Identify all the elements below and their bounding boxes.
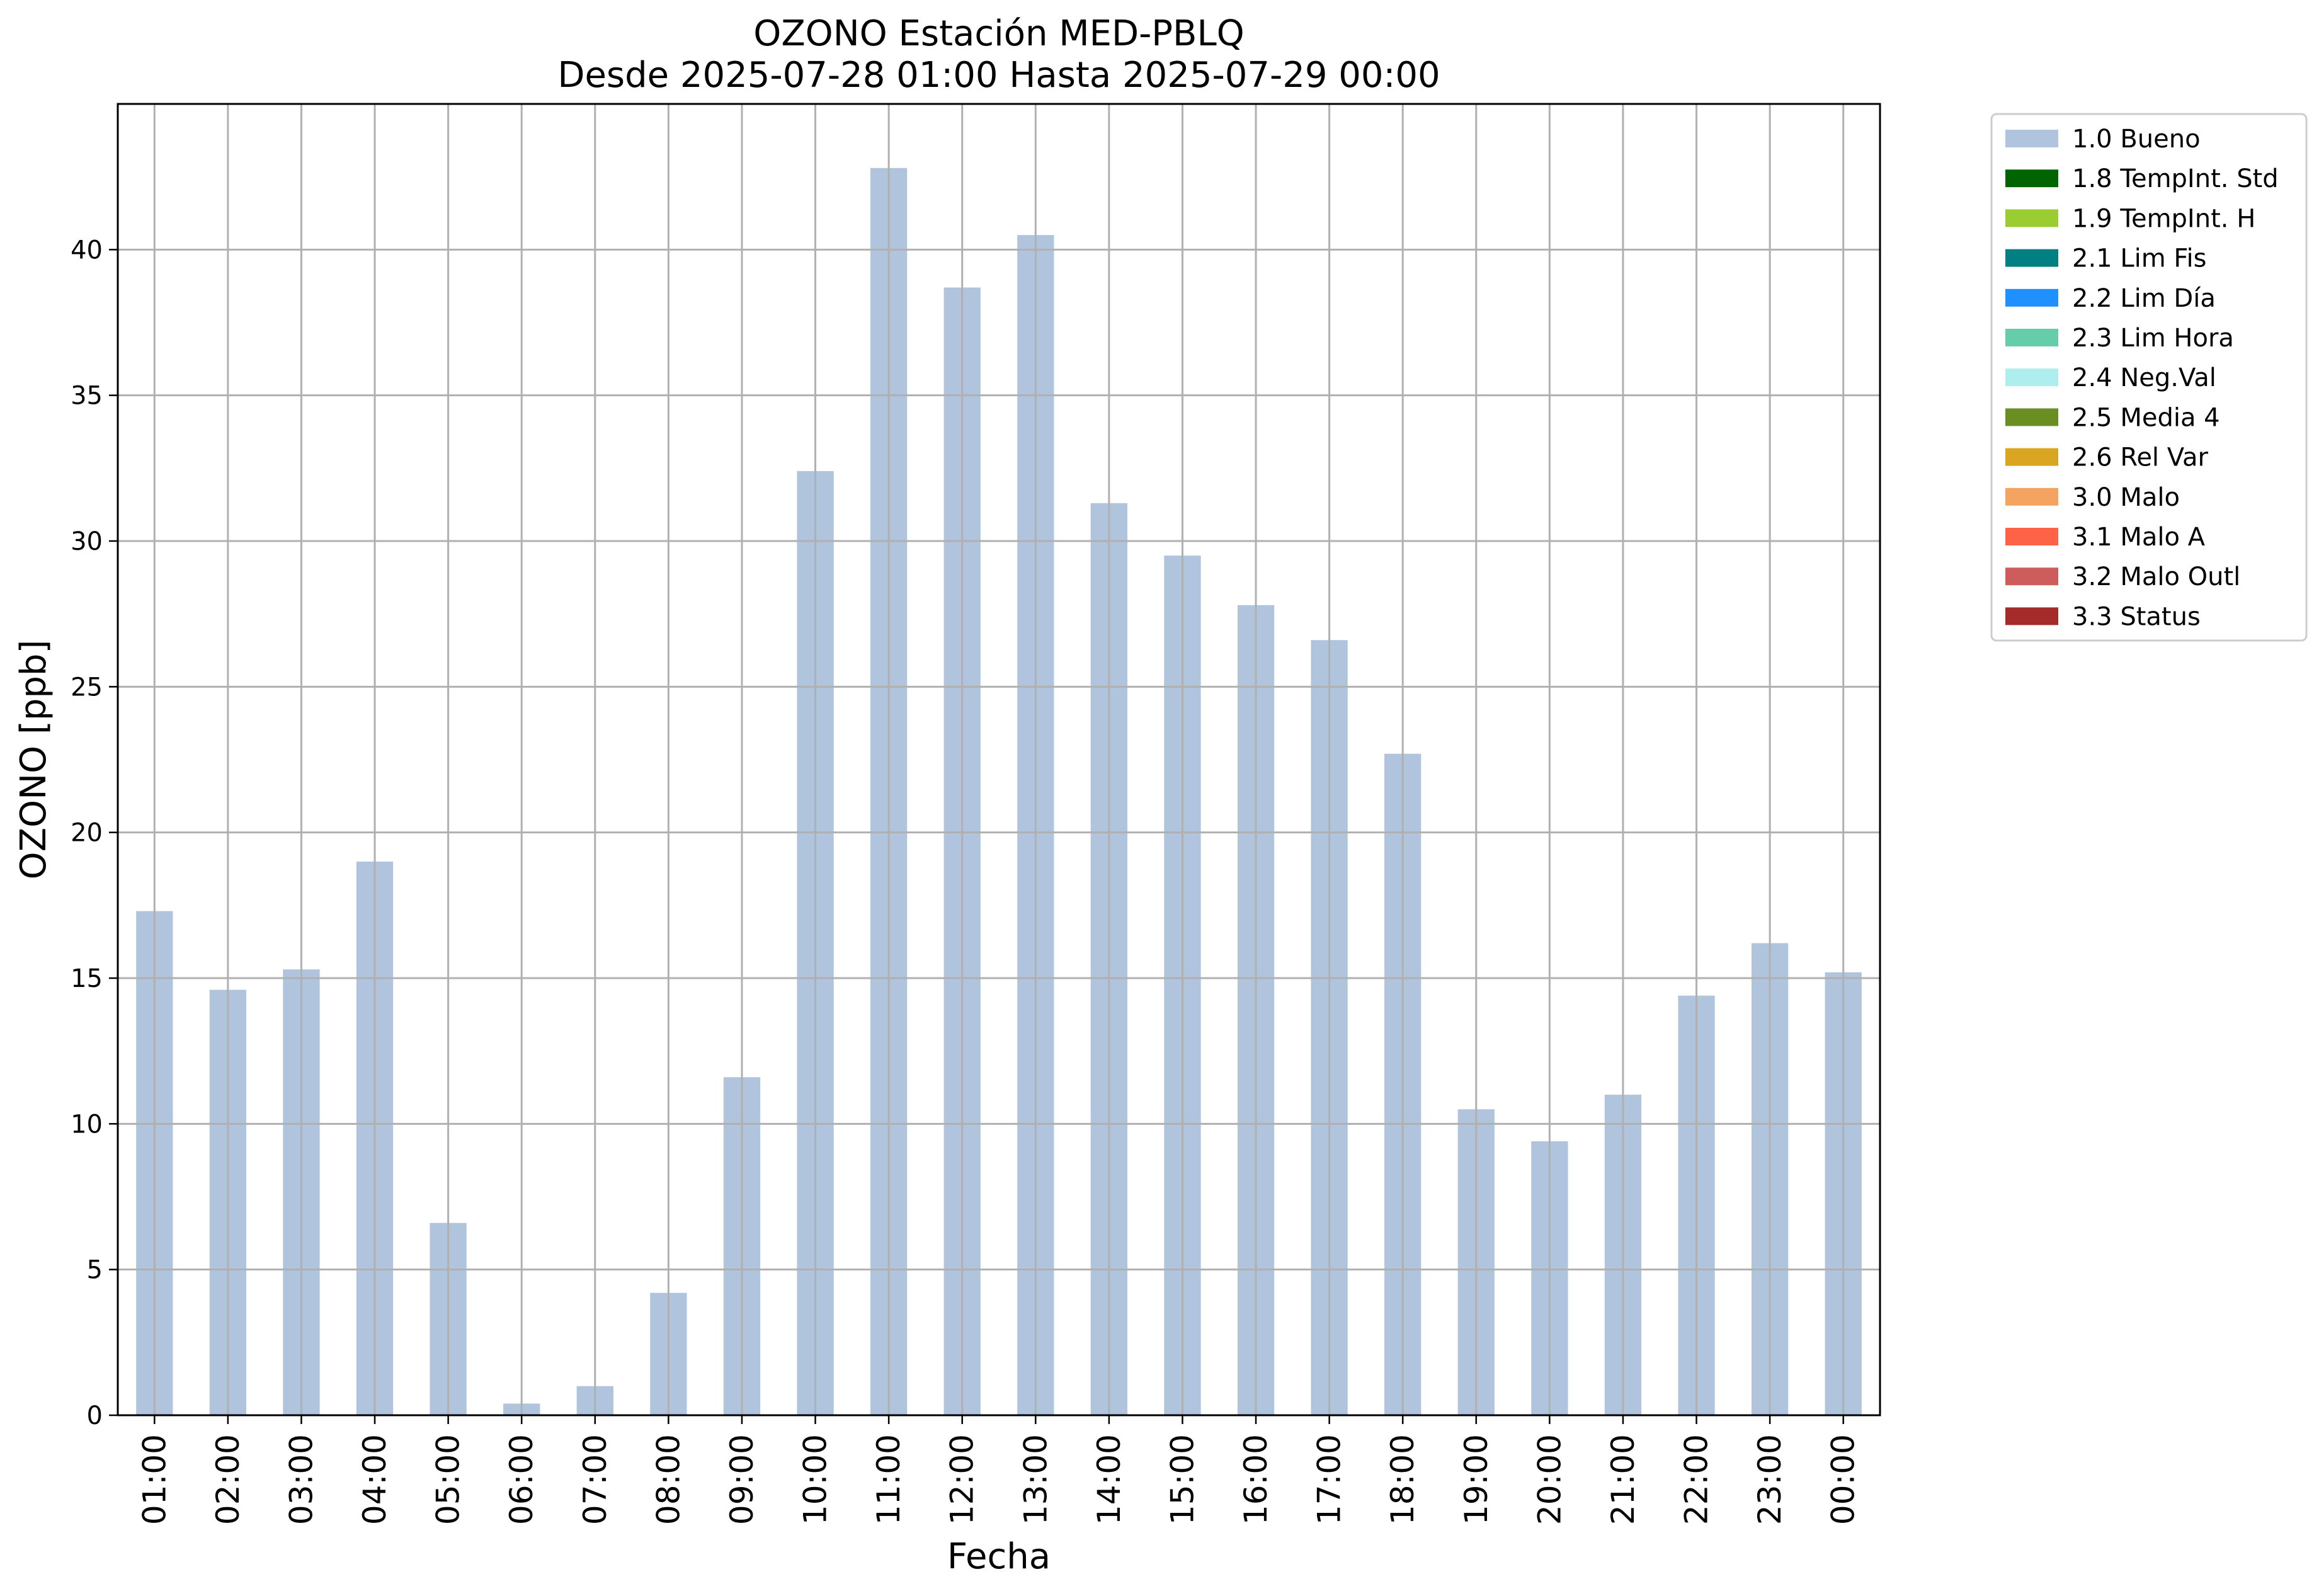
y-axis-ticks: 0 5 10 15 20 25 30 35 40 [71, 236, 118, 1430]
plot-frame [117, 103, 1881, 1416]
x-tick-label: 10:00 [797, 1434, 834, 1525]
y-tick-label: 0 [87, 1401, 103, 1430]
legend-label: 3.1 Malo A [2072, 523, 2206, 552]
legend-swatch [2005, 368, 2058, 387]
x-tick-label: 03:00 [283, 1434, 319, 1525]
y-axis-label: OZONO [ppb] [13, 640, 54, 880]
legend-swatch [2005, 408, 2058, 426]
x-tick-label: 19:00 [1458, 1434, 1495, 1525]
x-tick-label: 05:00 [430, 1434, 467, 1525]
x-tick-label: 11:00 [870, 1434, 907, 1525]
y-tick-label: 10 [71, 1110, 103, 1139]
x-axis-ticks: 01:00 02:00 03:00 04:00 05:00 06:00 07:00 08:00… [136, 1415, 1862, 1525]
x-tick-label: 02:00 [210, 1434, 246, 1525]
legend-label: 2.6 Rel Var [2072, 443, 2209, 472]
legend-swatch [2005, 169, 2058, 188]
legend-swatch [2005, 607, 2058, 625]
legend-items: 1.0 Bueno 1.8 TempInt. Std 1.9 TempInt. H 2… [2005, 125, 2279, 631]
legend-label: 2.5 Media 4 [2072, 403, 2220, 432]
chart-title: OZONO Estación MED-PBLQ [753, 13, 1245, 54]
y-tick-label: 25 [71, 673, 103, 702]
grid [118, 104, 1880, 1416]
x-tick-label: 06:00 [503, 1434, 540, 1525]
y-tick-label: 15 [71, 964, 103, 993]
x-tick-label: 12:00 [944, 1434, 981, 1525]
legend-label: 2.4 Neg.Val [2072, 363, 2216, 392]
x-tick-label: 16:00 [1238, 1434, 1274, 1525]
x-tick-label: 01:00 [136, 1434, 173, 1525]
legend-label: 3.3 Status [2072, 602, 2201, 631]
legend-swatch [2005, 448, 2058, 466]
legend-label: 1.8 TempInt. Std [2072, 164, 2279, 193]
y-tick-label: 40 [71, 236, 103, 265]
y-tick-label: 5 [87, 1256, 103, 1285]
legend-swatch [2005, 130, 2058, 147]
legend-swatch [2005, 249, 2058, 267]
legend-frame [1990, 113, 2308, 642]
x-tick-label: 13:00 [1017, 1434, 1054, 1525]
legend-swatch [2005, 487, 2058, 506]
legend-swatch [2005, 329, 2058, 346]
legend-label: 2.3 Lim Hora [2072, 324, 2234, 353]
x-tick-label: 18:00 [1384, 1434, 1421, 1525]
x-tick-label: 15:00 [1164, 1434, 1200, 1525]
bars [136, 168, 1862, 1416]
x-tick-label: 20:00 [1531, 1434, 1568, 1525]
x-tick-label: 07:00 [577, 1434, 613, 1525]
legend-swatch [2005, 209, 2058, 227]
y-tick-label: 20 [71, 819, 103, 848]
x-tick-label: 22:00 [1678, 1434, 1715, 1525]
legend-label: 3.0 Malo [2072, 483, 2180, 512]
y-tick-label: 35 [71, 382, 103, 411]
x-axis-label: Fecha [947, 1536, 1051, 1577]
x-tick-label: 08:00 [650, 1434, 687, 1525]
x-tick-label: 00:00 [1825, 1434, 1862, 1525]
x-tick-label: 04:00 [356, 1434, 393, 1525]
legend-label: 3.2 Malo Outl [2072, 562, 2240, 591]
y-tick-label: 30 [71, 527, 103, 556]
legend-swatch [2005, 567, 2058, 586]
x-tick-label: 14:00 [1091, 1434, 1127, 1525]
legend-label: 2.2 Lim Día [2072, 284, 2216, 313]
legend-label: 1.9 TempInt. H [2072, 204, 2255, 233]
legend-label: 2.1 Lim Fis [2072, 244, 2206, 273]
legend-swatch [2005, 528, 2058, 545]
legend-label: 1.0 Bueno [2072, 125, 2201, 154]
x-tick-label: 21:00 [1605, 1434, 1641, 1525]
legend-swatch [2005, 288, 2058, 307]
chart-subtitle: Desde 2025-07-28 01:00 Hasta 2025-07-29 … [557, 55, 1440, 96]
legend: 1.0 Bueno 1.8 TempInt. Std 1.9 TempInt. H 2… [1990, 113, 2308, 642]
x-tick-label: 23:00 [1752, 1434, 1788, 1525]
x-tick-label: 17:00 [1311, 1434, 1348, 1525]
x-tick-label: 09:00 [724, 1434, 760, 1525]
